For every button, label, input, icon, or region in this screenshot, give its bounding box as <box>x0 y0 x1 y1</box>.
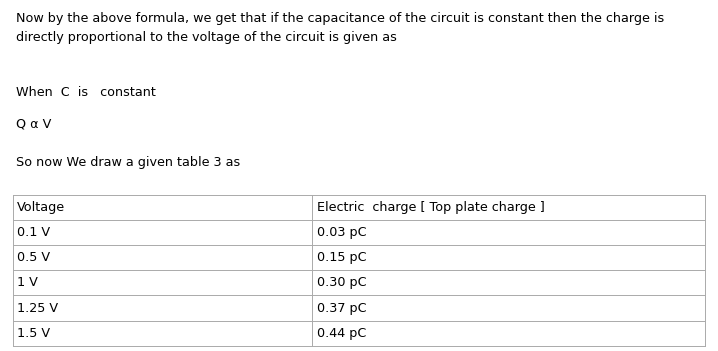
Text: 1.25 V: 1.25 V <box>17 302 58 314</box>
Text: 0.1 V: 0.1 V <box>17 226 50 239</box>
Text: 0.44 pC: 0.44 pC <box>317 327 366 340</box>
Text: 1 V: 1 V <box>17 276 38 289</box>
Text: So now We draw a given table 3 as: So now We draw a given table 3 as <box>16 156 240 169</box>
Text: 0.15 pC: 0.15 pC <box>317 251 366 264</box>
Text: Electric  charge [ Top plate charge ]: Electric charge [ Top plate charge ] <box>317 201 544 214</box>
Text: Voltage: Voltage <box>17 201 65 214</box>
Text: 0.5 V: 0.5 V <box>17 251 50 264</box>
Text: 1.5 V: 1.5 V <box>17 327 50 340</box>
Text: Q α V: Q α V <box>16 118 51 131</box>
Text: 0.30 pC: 0.30 pC <box>317 276 366 289</box>
Text: Now by the above formula, we get that if the capacitance of the circuit is const: Now by the above formula, we get that if… <box>16 12 664 44</box>
Text: When  C  is   constant: When C is constant <box>16 86 156 99</box>
Text: 0.37 pC: 0.37 pC <box>317 302 366 314</box>
Text: 0.03 pC: 0.03 pC <box>317 226 366 239</box>
